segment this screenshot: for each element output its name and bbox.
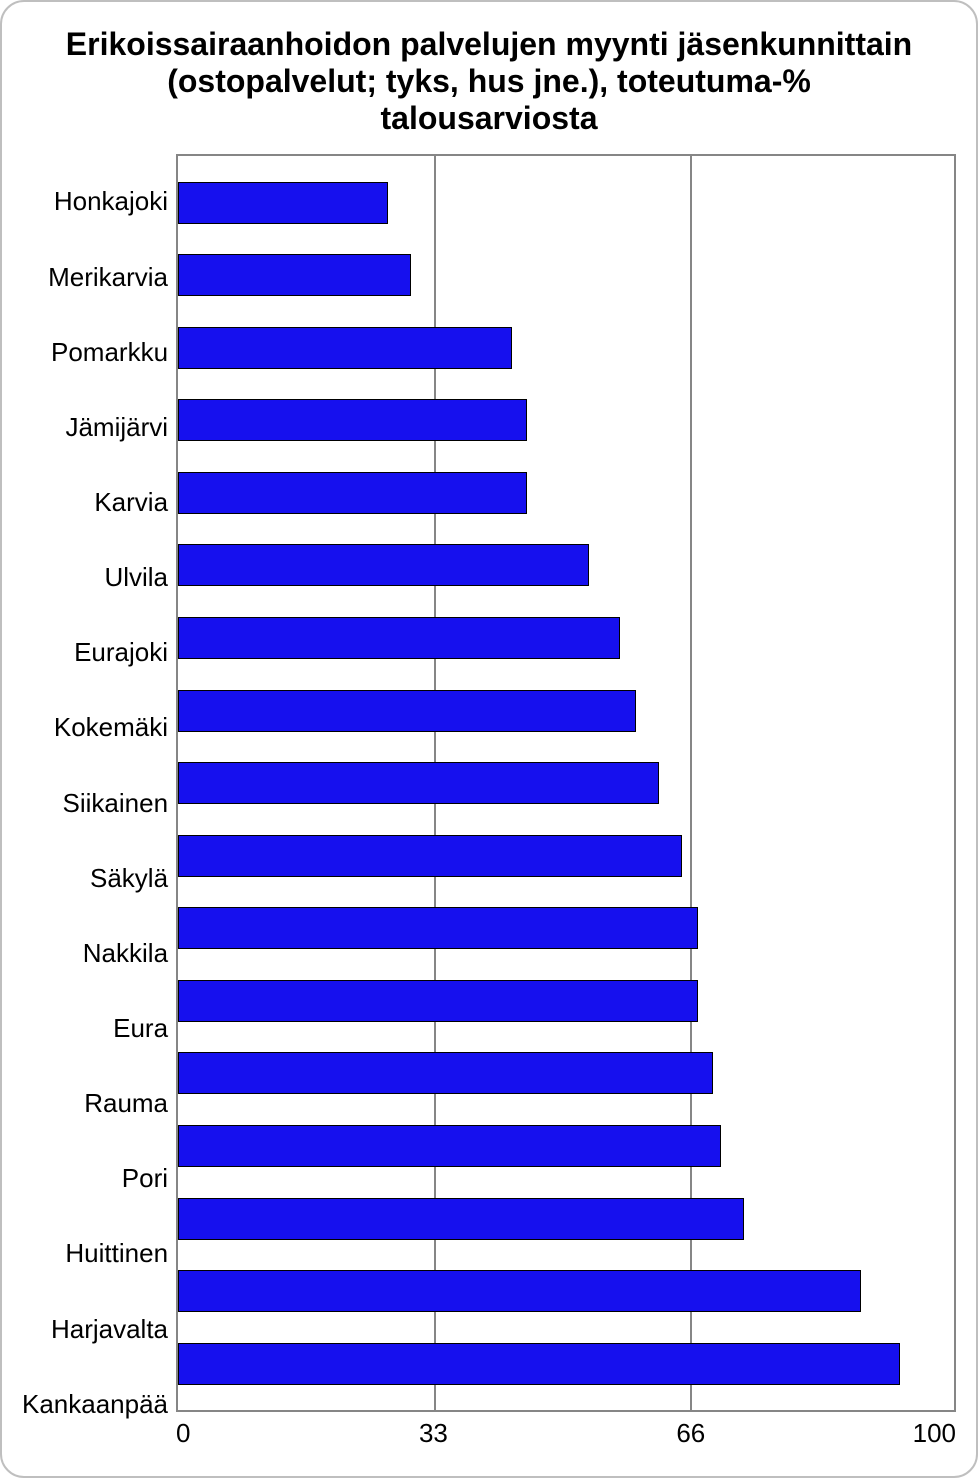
y-axis-label: Eura: [113, 1013, 168, 1044]
bar: [178, 980, 698, 1022]
x-axis: 0 33 66 100: [176, 1412, 956, 1452]
bar: [178, 1198, 744, 1240]
y-axis-label: Honkajoki: [54, 186, 168, 217]
plot-area: [176, 154, 956, 1412]
x-axis-tick-label: 33: [419, 1418, 448, 1449]
bar: [178, 1343, 900, 1385]
bar: [178, 182, 388, 224]
x-axis-tick-label: 0: [176, 1418, 190, 1449]
bar: [178, 690, 636, 732]
y-axis-labels: Honkajoki Merikarvia Pomarkku Jämijärvi Karv…: [22, 154, 176, 1452]
y-axis-label: Pori: [122, 1163, 168, 1194]
y-axis-label: Karvia: [94, 487, 168, 518]
y-axis-label: Siikainen: [63, 788, 169, 819]
y-axis-label: Eurajoki: [74, 637, 168, 668]
y-axis-label: Nakkila: [83, 938, 168, 969]
y-axis-label: Kokemäki: [54, 712, 168, 743]
bar: [178, 1052, 713, 1094]
y-axis-label: Säkylä: [90, 863, 168, 894]
y-axis-label: Kankaanpää: [22, 1389, 168, 1420]
y-axis-label: Merikarvia: [48, 262, 168, 293]
x-axis-tick-label: 100: [913, 1418, 956, 1449]
plot-wrap: 0 33 66 100: [176, 154, 956, 1452]
bar: [178, 907, 698, 949]
bar: [178, 762, 659, 804]
bar: [178, 327, 512, 369]
y-axis-label: Huittinen: [65, 1238, 168, 1269]
bar: [178, 835, 682, 877]
chart-area: Honkajoki Merikarvia Pomarkku Jämijärvi Karv…: [22, 154, 956, 1452]
bar: [178, 399, 527, 441]
bar: [178, 544, 589, 586]
bar: [178, 617, 620, 659]
chart-title: Erikoissairaanhoidon palvelujen myynti j…: [62, 26, 916, 136]
bar: [178, 472, 527, 514]
bar: [178, 1270, 861, 1312]
y-axis-label: Harjavalta: [51, 1314, 168, 1345]
y-axis-label: Jämijärvi: [65, 412, 168, 443]
x-axis-tick-label: 66: [676, 1418, 705, 1449]
y-axis-label: Pomarkku: [51, 337, 168, 368]
bar: [178, 1125, 721, 1167]
chart-card: Erikoissairaanhoidon palvelujen myynti j…: [0, 0, 978, 1478]
y-axis-label: Ulvila: [104, 562, 168, 593]
y-axis-label: Rauma: [84, 1088, 168, 1119]
bar: [178, 254, 411, 296]
